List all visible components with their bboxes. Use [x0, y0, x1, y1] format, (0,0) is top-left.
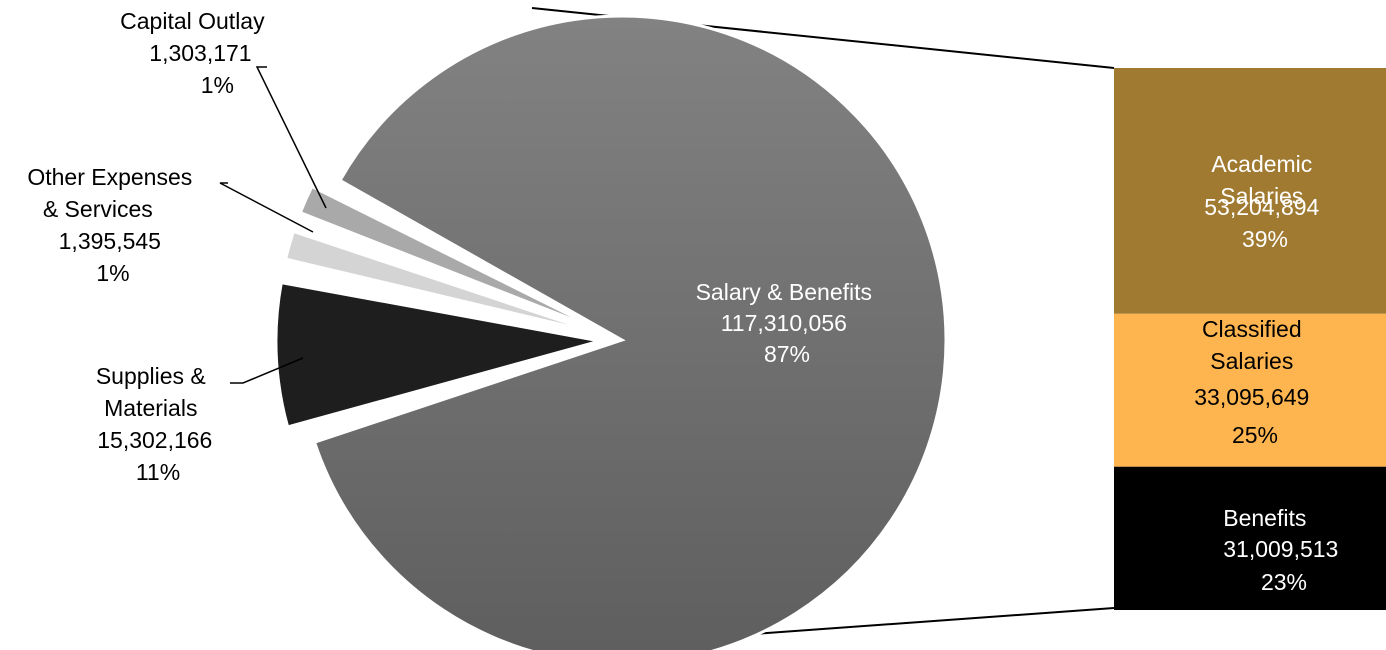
data-label-classified-salaries: Classified Salaries 33,095,649 25%	[1194, 316, 1316, 448]
leader-line-capital-outlay	[255, 66, 327, 209]
data-label-supplies-materials: Supplies & Materials 15,302,166 11%	[96, 363, 219, 485]
data-label-other-expenses-services: Other Expenses & Services 1,395,545 1%	[27, 164, 198, 286]
leader-line-supplies-materials	[230, 357, 304, 384]
leader-line-other-expenses	[219, 182, 314, 233]
data-label-capital-outlay: Capital Outlay 1,303,171 1%	[120, 8, 271, 98]
pie-slice-salary-benefits	[312, 14, 948, 650]
pie-slice-supplies-materials	[274, 280, 601, 429]
bar-segment-classified-salaries	[1114, 313, 1386, 467]
bar-segment-benefits	[1114, 466, 1386, 610]
bar-segment-academic-salaries	[1114, 68, 1386, 314]
data-label-benefits: Benefits 31,009,513 23%	[1223, 505, 1345, 595]
data-label-salary-benefits: Salary & Benefits 117,310,056 87%	[696, 279, 879, 367]
pie-slice-capital-outlay	[298, 184, 603, 333]
data-label-academic-salaries: Academic Salaries 53,204,894 39%	[1204, 151, 1326, 252]
pie-slice-other-expenses-services	[283, 229, 602, 336]
